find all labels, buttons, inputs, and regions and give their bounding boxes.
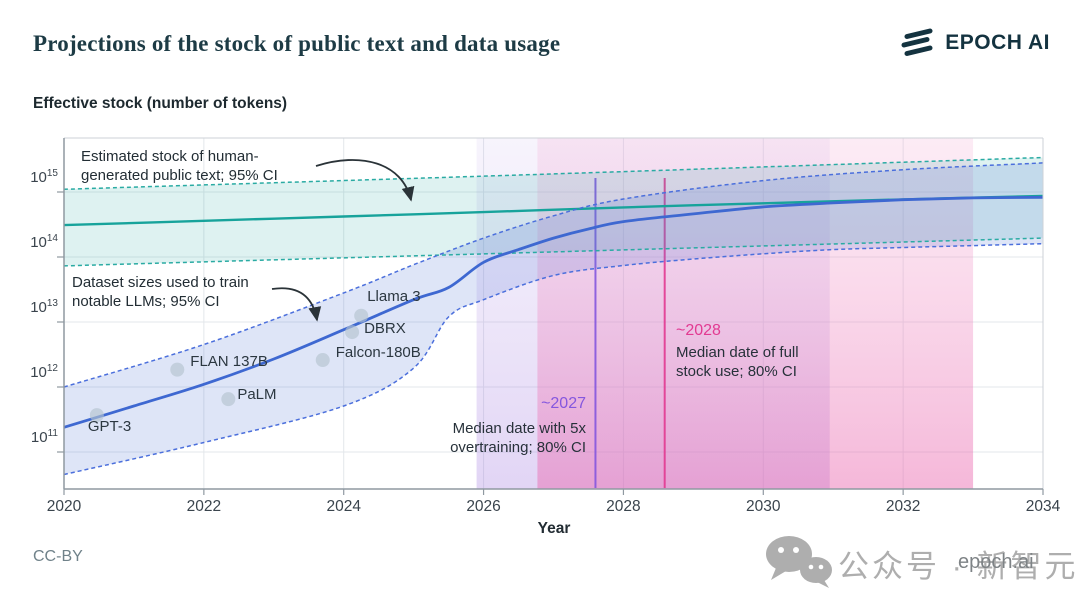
- license-text: CC-BY: [33, 548, 83, 565]
- data-point-DBRX: [345, 325, 360, 340]
- watermark-site: epoch.ai: [958, 551, 1034, 573]
- data-point-Falcon-180B: [315, 353, 330, 368]
- datasets-upper-line: [63, 162, 1044, 388]
- event-ci-region: [537, 138, 974, 489]
- epoch-ai-logo-icon: [901, 28, 933, 56]
- stock-lower-line: [63, 237, 1044, 267]
- y-axis-title: Effective stock (number of tokens): [33, 95, 288, 112]
- data-point-PaLM: [221, 392, 236, 407]
- brand-name: EPOCH AI: [945, 31, 1050, 54]
- data-point-FLAN 137B: [170, 362, 185, 377]
- data-point-Llama 3: [354, 308, 369, 323]
- watermark: 公众号 · 新智元 epoch.ai: [762, 533, 1076, 593]
- page-title: Projections of the stock of public text …: [33, 31, 561, 56]
- datasets-lower-line: [63, 242, 1044, 476]
- datasets-ci-band: [64, 162, 1043, 475]
- stock-annotation-arrow: [315, 159, 415, 202]
- stock-upper-line: [63, 156, 1044, 191]
- data-point-GPT-3: [89, 408, 104, 423]
- datasets-annotation-arrow: [271, 287, 322, 322]
- wechat-icon: [766, 536, 832, 588]
- stock-ci-band: [64, 157, 1043, 266]
- epoch-ai-brand: EPOCH AI: [898, 28, 1050, 58]
- watermark-text: 公众号 · 新智元: [838, 549, 1079, 584]
- datasets-median-line: [63, 195, 1044, 429]
